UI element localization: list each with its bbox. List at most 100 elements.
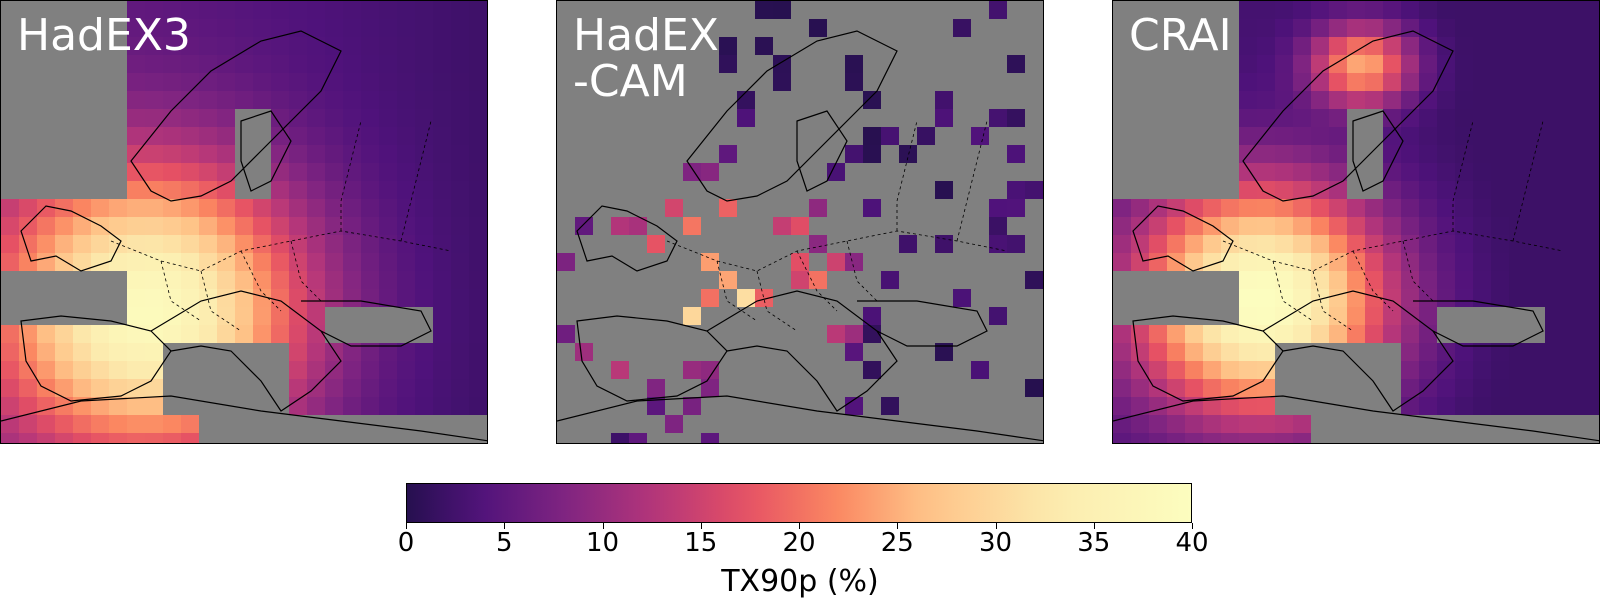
grid-cell bbox=[325, 397, 343, 415]
grid-cell bbox=[343, 271, 361, 289]
grid-cell bbox=[487, 397, 488, 415]
grid-cell bbox=[917, 127, 935, 145]
grid-cell bbox=[127, 253, 145, 271]
grid-cell bbox=[1311, 127, 1329, 145]
grid-cell bbox=[361, 91, 379, 109]
grid-cell bbox=[1401, 235, 1419, 253]
grid-cell bbox=[1527, 37, 1545, 55]
grid-cell bbox=[325, 217, 343, 235]
grid-cell bbox=[1239, 37, 1257, 55]
grid-cell bbox=[325, 109, 343, 127]
grid-cell bbox=[343, 163, 361, 181]
grid-cell bbox=[1509, 37, 1527, 55]
grid-cell bbox=[1455, 235, 1473, 253]
grid-cell bbox=[1401, 1, 1419, 19]
coastline-outline bbox=[1113, 30, 1599, 442]
grid-cell bbox=[343, 145, 361, 163]
country-borders bbox=[110, 120, 452, 332]
grid-cell bbox=[1275, 325, 1293, 343]
grid-cell bbox=[557, 253, 575, 271]
grid-cell bbox=[1419, 217, 1437, 235]
grid-cell bbox=[145, 343, 163, 361]
grid-cell bbox=[1149, 415, 1167, 433]
grid-cell bbox=[719, 55, 737, 73]
grid-cell bbox=[199, 19, 217, 37]
grid-cell bbox=[809, 19, 827, 37]
grid-cell bbox=[899, 235, 917, 253]
grid-cell bbox=[1257, 217, 1275, 235]
grid-cell bbox=[451, 19, 469, 37]
grid-cell bbox=[1581, 55, 1599, 73]
grid-cell bbox=[1383, 37, 1401, 55]
grid-cell bbox=[199, 271, 217, 289]
grid-cell bbox=[1365, 55, 1383, 73]
grid-cell bbox=[701, 163, 719, 181]
grid-cell bbox=[1239, 325, 1257, 343]
grid-cell bbox=[1545, 55, 1563, 73]
grid-cell bbox=[1293, 1, 1311, 19]
grid-cell bbox=[1149, 199, 1167, 217]
grid-cell bbox=[1239, 91, 1257, 109]
grid-cell bbox=[1007, 55, 1025, 73]
grid-cell bbox=[271, 109, 289, 127]
grid-cell bbox=[989, 235, 1007, 253]
grid-cell bbox=[199, 145, 217, 163]
grid-cell bbox=[1455, 199, 1473, 217]
grid-cell bbox=[1509, 163, 1527, 181]
grid-cell bbox=[1437, 289, 1455, 307]
grid-cell bbox=[827, 325, 845, 343]
grid-cell bbox=[1383, 1, 1401, 19]
grid-cell bbox=[271, 289, 289, 307]
grid-cell bbox=[379, 127, 397, 145]
grid-cell bbox=[109, 343, 127, 361]
grid-cell bbox=[1383, 145, 1401, 163]
grid-cell bbox=[253, 289, 271, 307]
grid-cell bbox=[55, 343, 73, 361]
grid-cell bbox=[379, 55, 397, 73]
grid-cell bbox=[325, 73, 343, 91]
grid-cell bbox=[1581, 343, 1599, 361]
grid-cell bbox=[109, 325, 127, 343]
grid-cell bbox=[1257, 289, 1275, 307]
grid-cell bbox=[451, 109, 469, 127]
grid-cell bbox=[181, 199, 199, 217]
grid-cell bbox=[325, 253, 343, 271]
grid-cell bbox=[235, 217, 253, 235]
grid-cell bbox=[773, 73, 791, 91]
grid-cell bbox=[469, 325, 487, 343]
grid-cell bbox=[73, 235, 91, 253]
grid-cell bbox=[451, 37, 469, 55]
grid-cell bbox=[127, 109, 145, 127]
grid-cell bbox=[361, 397, 379, 415]
grid-cell bbox=[1329, 289, 1347, 307]
grid-cell bbox=[415, 271, 433, 289]
grid-cell bbox=[145, 271, 163, 289]
grid-cell bbox=[325, 91, 343, 109]
grid-cell bbox=[557, 325, 575, 343]
grid-cell bbox=[1293, 271, 1311, 289]
grid-cell bbox=[163, 325, 181, 343]
grid-cell bbox=[1509, 55, 1527, 73]
grid-cell bbox=[379, 163, 397, 181]
grid-cell bbox=[91, 433, 109, 443]
panel-title: HadEX3 bbox=[17, 10, 191, 61]
grid-cell bbox=[863, 199, 881, 217]
grid-cell bbox=[1007, 109, 1025, 127]
grid-cell bbox=[217, 37, 235, 55]
grid-cell bbox=[1347, 37, 1365, 55]
grid-cell bbox=[325, 271, 343, 289]
grid-cell bbox=[1437, 73, 1455, 91]
grid-cell bbox=[881, 127, 899, 145]
grid-cell bbox=[1149, 217, 1167, 235]
grid-cell bbox=[1275, 235, 1293, 253]
grid-cell bbox=[451, 361, 469, 379]
grid-cell bbox=[163, 145, 181, 163]
grid-cell bbox=[1007, 181, 1025, 199]
grid-cell bbox=[1311, 37, 1329, 55]
grid-cell bbox=[91, 361, 109, 379]
grid-cell bbox=[361, 343, 379, 361]
map-panel-crai: CRAI bbox=[1112, 0, 1600, 444]
grid-cell bbox=[217, 199, 235, 217]
grid-cell bbox=[307, 73, 325, 91]
grid-cell bbox=[1221, 397, 1239, 415]
